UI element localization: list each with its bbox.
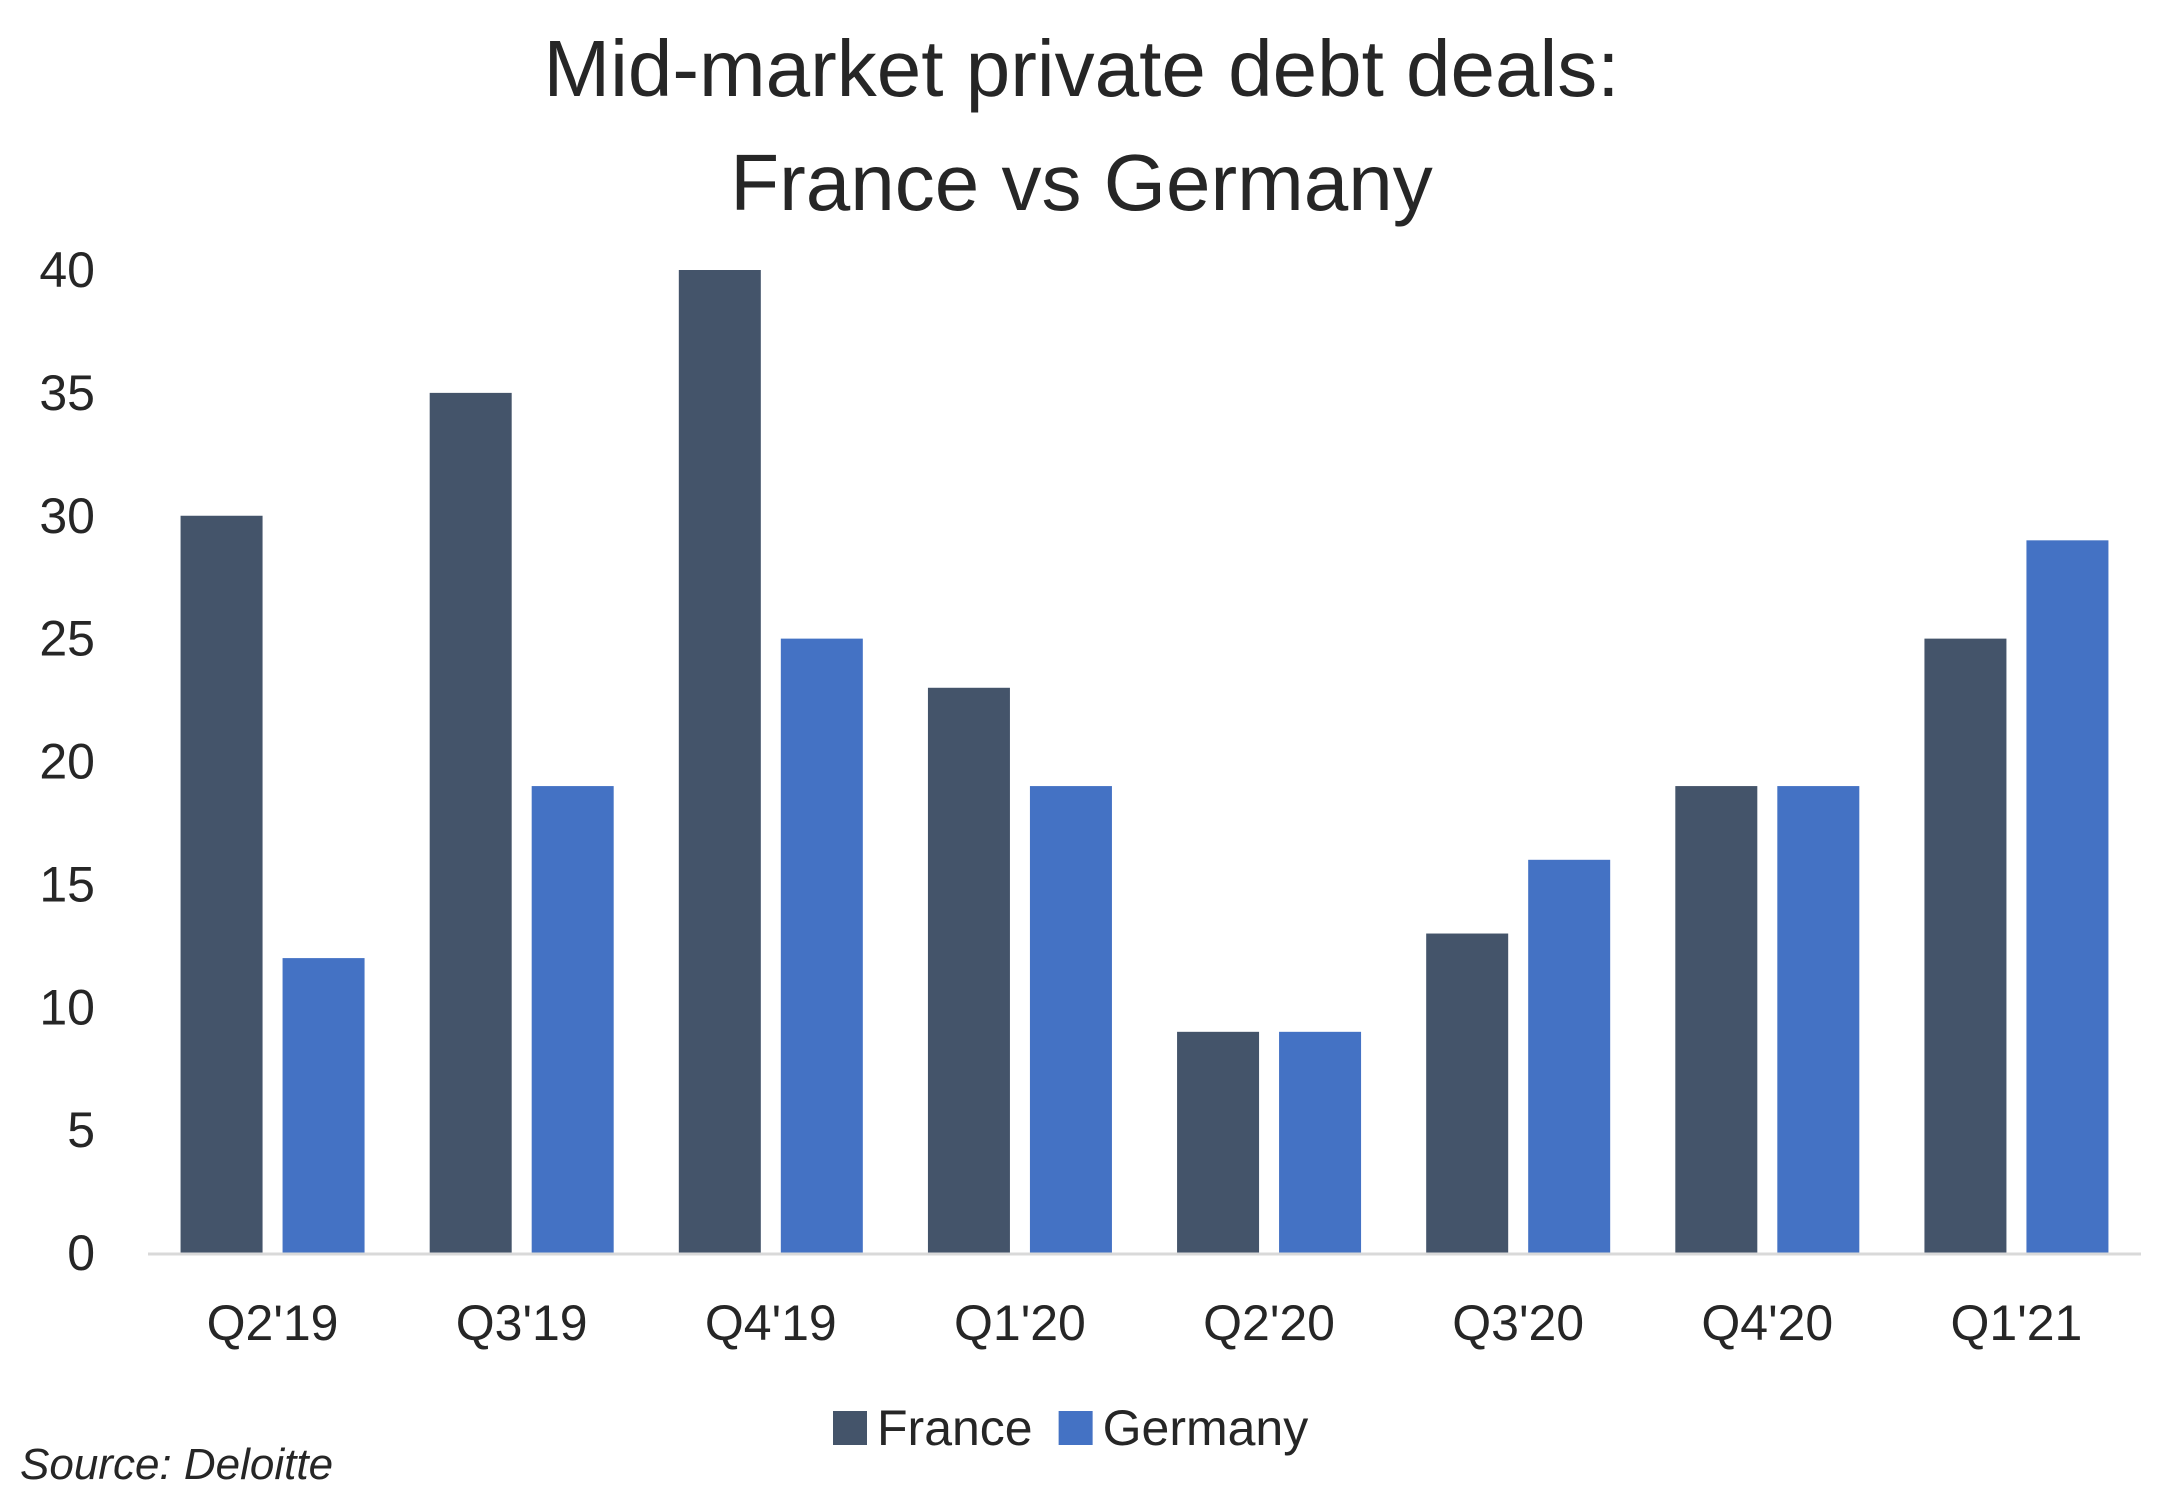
bar-france-6 <box>1675 786 1758 1253</box>
x-tick-label: Q4'20 <box>1701 1295 1833 1351</box>
y-tick-label: 30 <box>39 488 95 544</box>
bars <box>180 270 2109 1253</box>
legend-swatch-france <box>833 1411 867 1445</box>
bar-germany-1 <box>531 786 614 1253</box>
x-tick-label: Q2'20 <box>1203 1295 1335 1351</box>
y-tick-label: 10 <box>39 979 95 1035</box>
legend-label-germany: Germany <box>1103 1400 1309 1456</box>
legend: France Germany <box>833 1400 1308 1456</box>
x-tick-label: Q4'19 <box>705 1295 837 1351</box>
bar-germany-2 <box>780 638 863 1253</box>
bar-france-1 <box>429 392 512 1253</box>
x-tick-label: Q2'19 <box>207 1295 339 1351</box>
x-tick-label: Q3'19 <box>456 1295 588 1351</box>
bar-germany-3 <box>1029 786 1112 1253</box>
y-tick-label: 35 <box>39 365 95 421</box>
bar-germany-4 <box>1279 1031 1362 1253</box>
y-tick-label: 40 <box>39 242 95 298</box>
chart-title-line-2: France vs Germany <box>730 138 1433 227</box>
x-tick-label: Q1'20 <box>954 1295 1086 1351</box>
bar-france-5 <box>1426 933 1509 1253</box>
bar-germany-7 <box>2026 540 2109 1253</box>
bar-germany-6 <box>1777 786 1860 1253</box>
chart-title-line-1: Mid-market private debt deals: <box>543 24 1620 113</box>
y-tick-label: 20 <box>39 734 95 790</box>
y-axis-tick-labels: 0 5 10 15 20 25 30 35 40 <box>39 242 95 1281</box>
bar-germany-5 <box>1528 859 1611 1253</box>
x-axis-tick-labels: Q2'19 Q3'19 Q4'19 Q1'20 Q2'20 Q3'20 Q4'20 Q1'21 <box>207 1295 2083 1351</box>
x-tick-label: Q1'21 <box>1951 1295 2083 1351</box>
y-tick-label: 0 <box>67 1225 95 1281</box>
y-tick-label: 15 <box>39 856 95 912</box>
bar-france-7 <box>1924 638 2007 1253</box>
bar-france-2 <box>678 270 761 1253</box>
bar-france-4 <box>1177 1031 1260 1253</box>
bar-germany-0 <box>282 958 365 1253</box>
y-tick-label: 25 <box>39 611 95 667</box>
bar-france-3 <box>927 687 1010 1253</box>
source-note: Source: Deloitte <box>20 1440 334 1489</box>
legend-swatch-germany <box>1058 1411 1093 1445</box>
legend-label-france: France <box>877 1400 1033 1456</box>
y-tick-label: 5 <box>67 1102 95 1158</box>
bar-france-0 <box>180 515 263 1253</box>
x-tick-label: Q3'20 <box>1452 1295 1584 1351</box>
